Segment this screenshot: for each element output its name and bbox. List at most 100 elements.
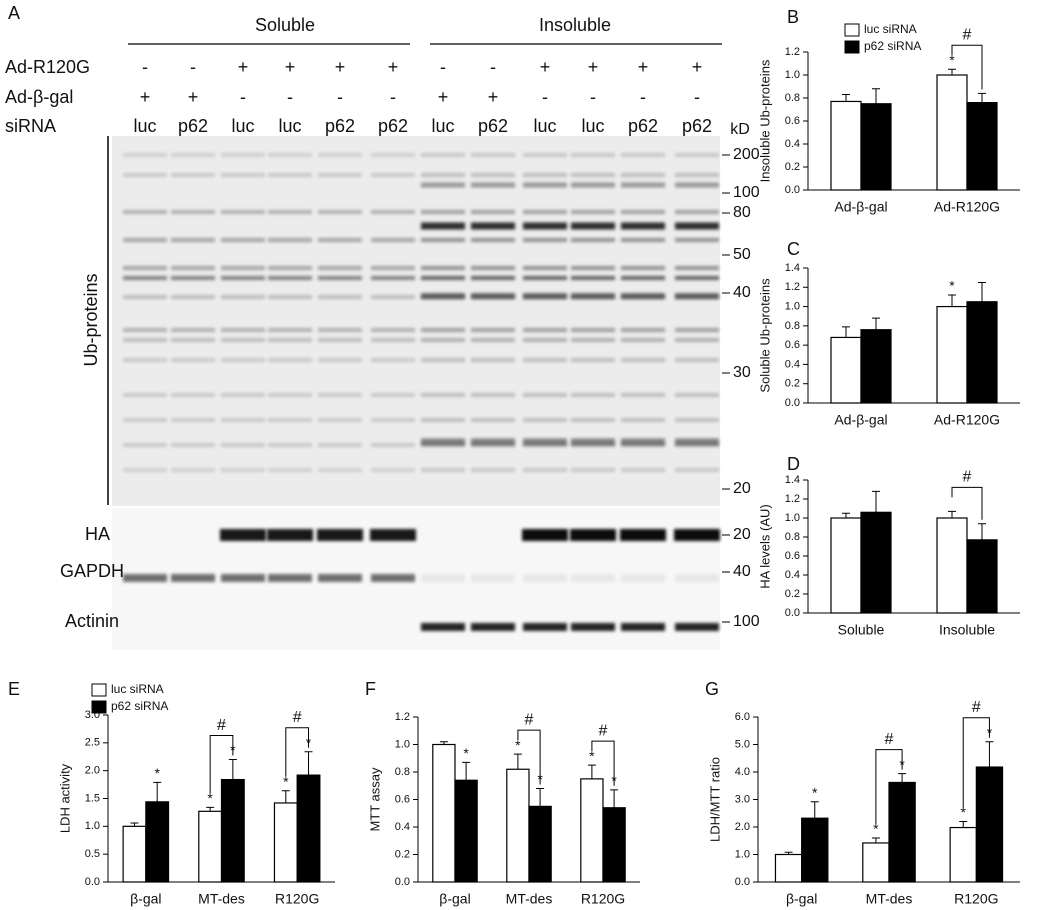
- band: [171, 238, 215, 242]
- y-tick-label: 0.2: [785, 588, 800, 600]
- band: [421, 266, 465, 270]
- bar: [830, 517, 862, 614]
- y-tick-label: 4.0: [735, 766, 750, 778]
- y-axis-title: Insoluble Ub-proteins: [757, 59, 772, 182]
- bracket: [951, 486, 983, 520]
- band: [523, 358, 567, 362]
- band: [571, 468, 615, 472]
- bracket: [962, 717, 990, 808]
- lane-label: luc: [278, 116, 301, 136]
- x-tick-label: β-gal: [786, 891, 817, 907]
- band: [571, 210, 615, 214]
- lane-label: -: [390, 87, 396, 107]
- band: [221, 574, 265, 582]
- y-axis-title: HA levels (AU): [757, 504, 772, 589]
- band: [421, 393, 465, 397]
- y-tick-label: 1.0: [785, 69, 800, 81]
- error-bar: [462, 761, 471, 781]
- bracket-label: #: [885, 731, 894, 748]
- marker-label: 40: [733, 284, 751, 301]
- band: [421, 293, 465, 299]
- x-tick-label: Ad-R120G: [934, 412, 1000, 428]
- y-tick-label: 0.2: [785, 378, 800, 390]
- band: [571, 358, 615, 362]
- band: [371, 295, 415, 299]
- error-bar: [536, 788, 545, 807]
- band: [221, 418, 265, 422]
- band: [674, 529, 720, 541]
- band: [523, 182, 567, 188]
- bar: [296, 774, 321, 883]
- x-tick-label: Ad-β-gal: [834, 199, 887, 215]
- band: [171, 418, 215, 422]
- lane-label: +: [540, 57, 551, 77]
- band: [267, 529, 313, 541]
- band: [621, 293, 665, 299]
- band: [675, 623, 719, 631]
- marker-label: 200: [733, 146, 760, 163]
- lane-label: luc: [133, 116, 156, 136]
- band: [123, 295, 167, 299]
- panel-label: E: [8, 679, 20, 699]
- y-tick-label: 6.0: [735, 711, 750, 723]
- band: [221, 173, 265, 177]
- lane-label: -: [440, 57, 446, 77]
- marker-label: 40: [733, 563, 751, 580]
- band: [421, 623, 465, 631]
- band: [621, 238, 665, 242]
- unit-label: kD: [730, 121, 750, 138]
- band: [318, 295, 362, 299]
- error-bar: [985, 741, 994, 768]
- y-tick-label: 0.8: [395, 766, 410, 778]
- band: [318, 574, 362, 582]
- lane-label: luc: [533, 116, 556, 136]
- band: [471, 238, 515, 242]
- band: [268, 266, 312, 270]
- band: [421, 173, 465, 177]
- legend-label: p62 siRNA: [111, 699, 168, 713]
- panel-label: F: [365, 679, 376, 699]
- error-bar: [842, 326, 850, 338]
- band: [221, 238, 265, 242]
- error-bar: [948, 68, 956, 75]
- bracket: [875, 749, 903, 824]
- band: [318, 276, 362, 280]
- band: [221, 153, 265, 157]
- y-tick-label: 0.0: [785, 184, 800, 196]
- bar: [432, 743, 456, 883]
- band: [268, 238, 312, 242]
- band: [621, 623, 665, 631]
- band: [268, 328, 312, 332]
- band: [371, 173, 415, 177]
- band: [421, 358, 465, 362]
- band: [571, 182, 615, 188]
- band: [571, 266, 615, 270]
- band: [220, 529, 266, 541]
- y-tick-label: 1.0: [785, 512, 800, 524]
- error-bar: [872, 88, 880, 104]
- x-tick-label: MT-des: [866, 891, 913, 907]
- band: [621, 276, 665, 280]
- band: [571, 276, 615, 280]
- band: [371, 238, 415, 242]
- bar: [966, 101, 998, 191]
- significance-mark: *: [463, 745, 469, 761]
- band: [421, 418, 465, 422]
- y-tick-label: 0.4: [785, 569, 800, 581]
- band: [371, 468, 415, 472]
- x-tick-label: β-gal: [439, 891, 470, 907]
- band: [523, 266, 567, 270]
- band: [570, 529, 616, 541]
- group-label: Soluble: [255, 15, 315, 35]
- band: [471, 338, 515, 342]
- y-tick-label: 2.5: [85, 737, 100, 749]
- band: [371, 393, 415, 397]
- y-tick-label: 2.0: [85, 765, 100, 777]
- group-label: Insoluble: [539, 15, 611, 35]
- error-bar: [228, 759, 237, 780]
- x-tick-label: Ad-β-gal: [834, 412, 887, 428]
- error-bar: [130, 822, 139, 827]
- marker-label: 50: [733, 246, 751, 263]
- band: [675, 222, 719, 230]
- band: [675, 574, 719, 582]
